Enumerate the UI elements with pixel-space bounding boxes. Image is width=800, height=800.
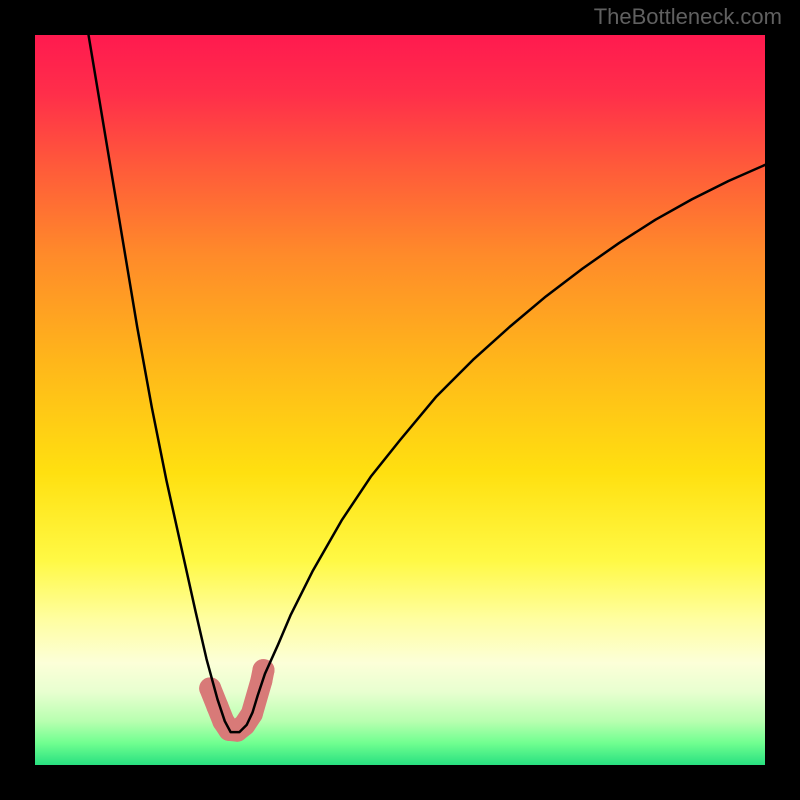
watermark-text: TheBottleneck.com	[594, 4, 782, 30]
chart-svg	[35, 35, 765, 765]
gradient-background	[35, 35, 765, 765]
chart-plot-area	[35, 35, 765, 765]
